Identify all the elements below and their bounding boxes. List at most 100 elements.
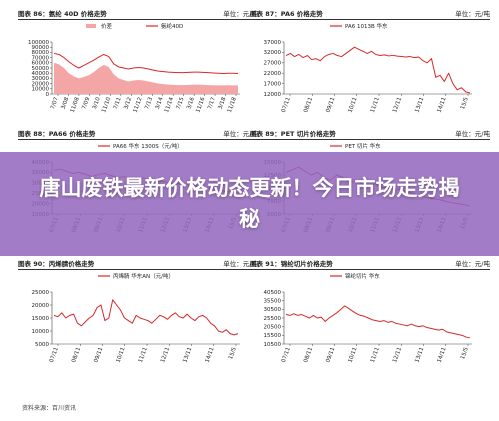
series-line-0 — [53, 299, 239, 336]
x-tick-label: 14/11 — [437, 97, 448, 114]
x-tick-label: 08/11 — [303, 347, 314, 364]
chart-title: 图表 87：PA6 价格走势 — [250, 10, 323, 18]
chart-unit: 单位：元/吨 — [223, 260, 258, 268]
x-tick-label: 11/11 — [370, 97, 381, 114]
chart-unit: 单位：元/吨 — [223, 10, 258, 18]
chart-unit: 单位：元/吨 — [223, 130, 258, 138]
y-tick-label: 20500 — [264, 324, 282, 330]
legend-item: PET 切片 华东 — [330, 142, 381, 150]
x-tick-label: 11/12 — [133, 97, 144, 114]
legend-item: 氨纶40D — [146, 22, 183, 30]
legend-label: 锦纶切片 华东 — [345, 272, 380, 280]
x-tick-label: 3/08 — [60, 96, 70, 110]
x-tick-label: 13/11 — [414, 347, 425, 364]
x-tick-label: 7/07 — [50, 96, 60, 110]
y-tick-label: 40000 — [32, 71, 50, 77]
x-tick-label: 7/15 — [176, 96, 186, 110]
legend-label: PET 切片 华东 — [345, 142, 381, 150]
legend-label: 丙烯腈 华东AN（元/吨） — [113, 272, 174, 280]
x-tick-label: 11/10 — [101, 96, 112, 113]
x-tick-label: 12/11 — [392, 347, 403, 364]
x-tick-label: 09/11 — [325, 347, 336, 364]
x-tick-label: 07/11 — [49, 347, 60, 364]
x-tick-label: 09/11 — [325, 97, 336, 114]
chart-title: 图表 88：PA66 价格走势 — [18, 130, 96, 138]
x-tick-label: 11/08 — [70, 96, 81, 113]
legend-label: PA66 华东 1300S（元/吨） — [113, 142, 183, 150]
y-tick-label: 20000 — [32, 303, 50, 309]
legend-label: PA6 1013B 华东 — [345, 22, 388, 30]
y-tick-label: 20000 — [32, 81, 50, 87]
chart-panel-p86: 图表 86：氨纶 40D 价格走势 单位：元/吨 0 10000 20000 30000 4… — [18, 8, 258, 126]
x-tick-label: 08/11 — [303, 97, 314, 114]
chart-svg: 10500 15500 20500 25500 30500 35500 40500 07/11… — [264, 272, 472, 364]
y-tick-label: 32000 — [264, 50, 282, 56]
title-rule — [250, 269, 490, 270]
chart-svg: 12000 17000 22000 27000 32000 37000 07/11 08/11… — [264, 22, 472, 114]
title-rule — [18, 269, 258, 270]
y-tick-label: 30000 — [32, 76, 50, 82]
y-tick-label: 50000 — [32, 66, 50, 72]
y-tick-label: 35500 — [264, 298, 282, 304]
chart-unit: 单位：元/吨 — [455, 260, 490, 268]
y-tick-label: 10000 — [32, 87, 50, 93]
chart-panel-p91: 图表 91：锦纶切片价格走势 单位：元/吨 10500 15500 20500 25500… — [250, 258, 490, 376]
chart-title: 图表 89：PET 切片价格走势 — [250, 130, 336, 138]
chart-svg: 0100002000030000400005000060000700008000… — [28, 22, 240, 114]
y-tick-label: 70000 — [32, 55, 50, 61]
chart-svg: 5000 10000 15000 20000 25000 07/11 08/11 09/11 1… — [32, 272, 240, 364]
legend-item: PA6 1013B 华东 — [330, 22, 388, 30]
x-tick-label: 10/11 — [348, 347, 359, 364]
x-tick-label: 08/11 — [71, 347, 82, 364]
legend-item: 锦纶切片 华东 — [330, 272, 380, 280]
y-tick-label: 17000 — [264, 81, 282, 87]
y-tick-label: 100000 — [28, 40, 49, 46]
y-tick-label: 15000 — [32, 316, 50, 322]
title-rule — [18, 139, 258, 140]
x-tick-label: 10/11 — [348, 97, 359, 114]
chart-title: 图表 90：丙烯腈价格走势 — [18, 260, 95, 268]
legend-swatch — [86, 24, 96, 28]
chart-panel-p90: 图表 90：丙烯腈价格走势 单位：元/吨 5000 10000 15000 20000 25… — [18, 258, 258, 376]
y-tick-label: 37000 — [264, 40, 282, 46]
headline-banner: 唐山废铁最新价格动态更新！今日市场走势揭秘 — [0, 152, 499, 256]
series-line-0 — [285, 46, 471, 94]
x-tick-label: 09/11 — [93, 347, 104, 364]
legend-label: 价差 — [101, 22, 113, 30]
y-tick-label: 25000 — [32, 290, 50, 296]
chart-panel-p87: 图表 87：PA6 价格走势 单位：元/吨 12000 17000 22000 27000… — [250, 8, 490, 126]
x-tick-label: 07/11 — [281, 347, 292, 364]
x-tick-label: 15/5 — [460, 96, 470, 110]
x-tick-label: 7/11 — [113, 97, 123, 111]
series-line-0 — [285, 305, 471, 339]
y-tick-label: 25500 — [264, 316, 282, 322]
legend-item: 丙烯腈 华东AN（元/吨） — [98, 272, 174, 280]
y-tick-label: 10000 — [32, 329, 50, 335]
y-tick-label: 22000 — [264, 71, 282, 77]
series-area-0 — [54, 62, 238, 94]
chart-unit: 单位：元/吨 — [455, 130, 490, 138]
x-tick-label: 11/11 — [370, 347, 381, 364]
x-tick-label: 07/11 — [281, 97, 292, 114]
x-tick-label: 14/11 — [437, 347, 448, 364]
y-tick-label: 12000 — [264, 92, 282, 98]
legend-label: 氨纶40D — [161, 22, 183, 30]
title-rule — [250, 139, 490, 140]
x-tick-label: 13/11 — [182, 347, 193, 364]
x-tick-label: 7/17 — [207, 96, 217, 110]
chart-title: 图表 86：氨纶 40D 价格走势 — [18, 10, 107, 18]
y-tick-label: 0 — [46, 92, 50, 98]
series-line-1 — [53, 52, 239, 74]
headline-text: 唐山废铁最新价格动态更新！今日市场走势揭秘 — [39, 176, 460, 231]
y-tick-label: 15500 — [264, 333, 282, 339]
y-tick-label: 40500 — [264, 290, 282, 296]
y-tick-label: 5000 — [35, 342, 49, 348]
x-tick-label: 11/16 — [195, 96, 206, 113]
y-tick-label: 27000 — [264, 61, 282, 67]
x-tick-label: 7/13 — [144, 96, 154, 110]
x-tick-label: 12/11 — [392, 97, 403, 114]
title-rule — [250, 19, 490, 20]
x-tick-label: 3/18 — [218, 96, 228, 110]
x-tick-label: 7/09 — [81, 96, 91, 110]
x-tick-label: 12/11 — [160, 347, 171, 364]
